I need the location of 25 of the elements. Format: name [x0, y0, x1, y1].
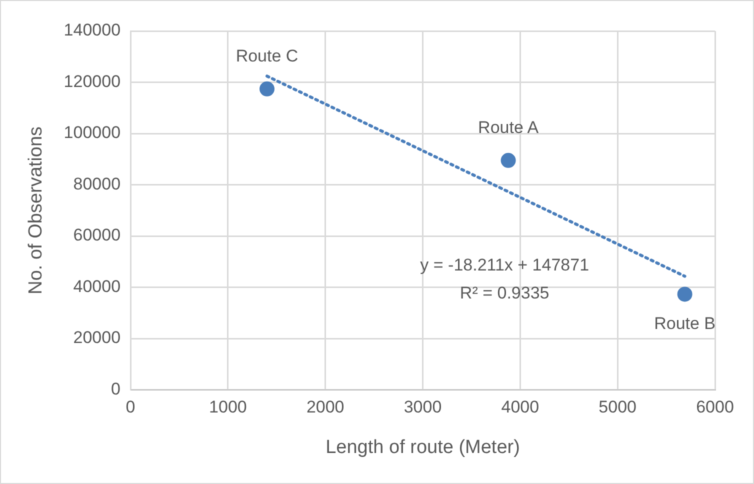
x-axis-title: Length of route (Meter)	[326, 436, 520, 458]
data-label: Route A	[478, 118, 540, 138]
y-axis-title: No. of Observations	[26, 126, 47, 294]
point	[500, 152, 516, 168]
point	[677, 286, 692, 302]
data-label: Route B	[654, 314, 716, 333]
x-tick-label: 3000	[404, 398, 442, 417]
y-tick-label: 0	[111, 379, 121, 398]
y-tick-label: 60000	[73, 226, 121, 245]
y-tick-label: 140000	[64, 20, 121, 40]
y-tick-label: 20000	[73, 328, 121, 348]
point	[260, 81, 274, 96]
x-tick-label: 1000	[209, 398, 247, 417]
y-tick-label: 80000	[73, 174, 121, 194]
y-tick-label: 100000	[64, 123, 121, 142]
x-tick-label: 6000	[696, 398, 734, 417]
x-tick-label: 2000	[306, 398, 344, 417]
y-tick-label: 40000	[73, 276, 121, 296]
x-tick-label: 0	[126, 398, 136, 417]
annotation: y = -18.211x + 147871	[420, 256, 590, 275]
x-tick-label: 5000	[598, 398, 636, 417]
y-tick-label: 120000	[64, 72, 121, 91]
x-tick-label: 4000	[501, 398, 540, 417]
annotation: R² = 0.9335	[460, 284, 550, 303]
data-label: Route C	[236, 46, 298, 66]
